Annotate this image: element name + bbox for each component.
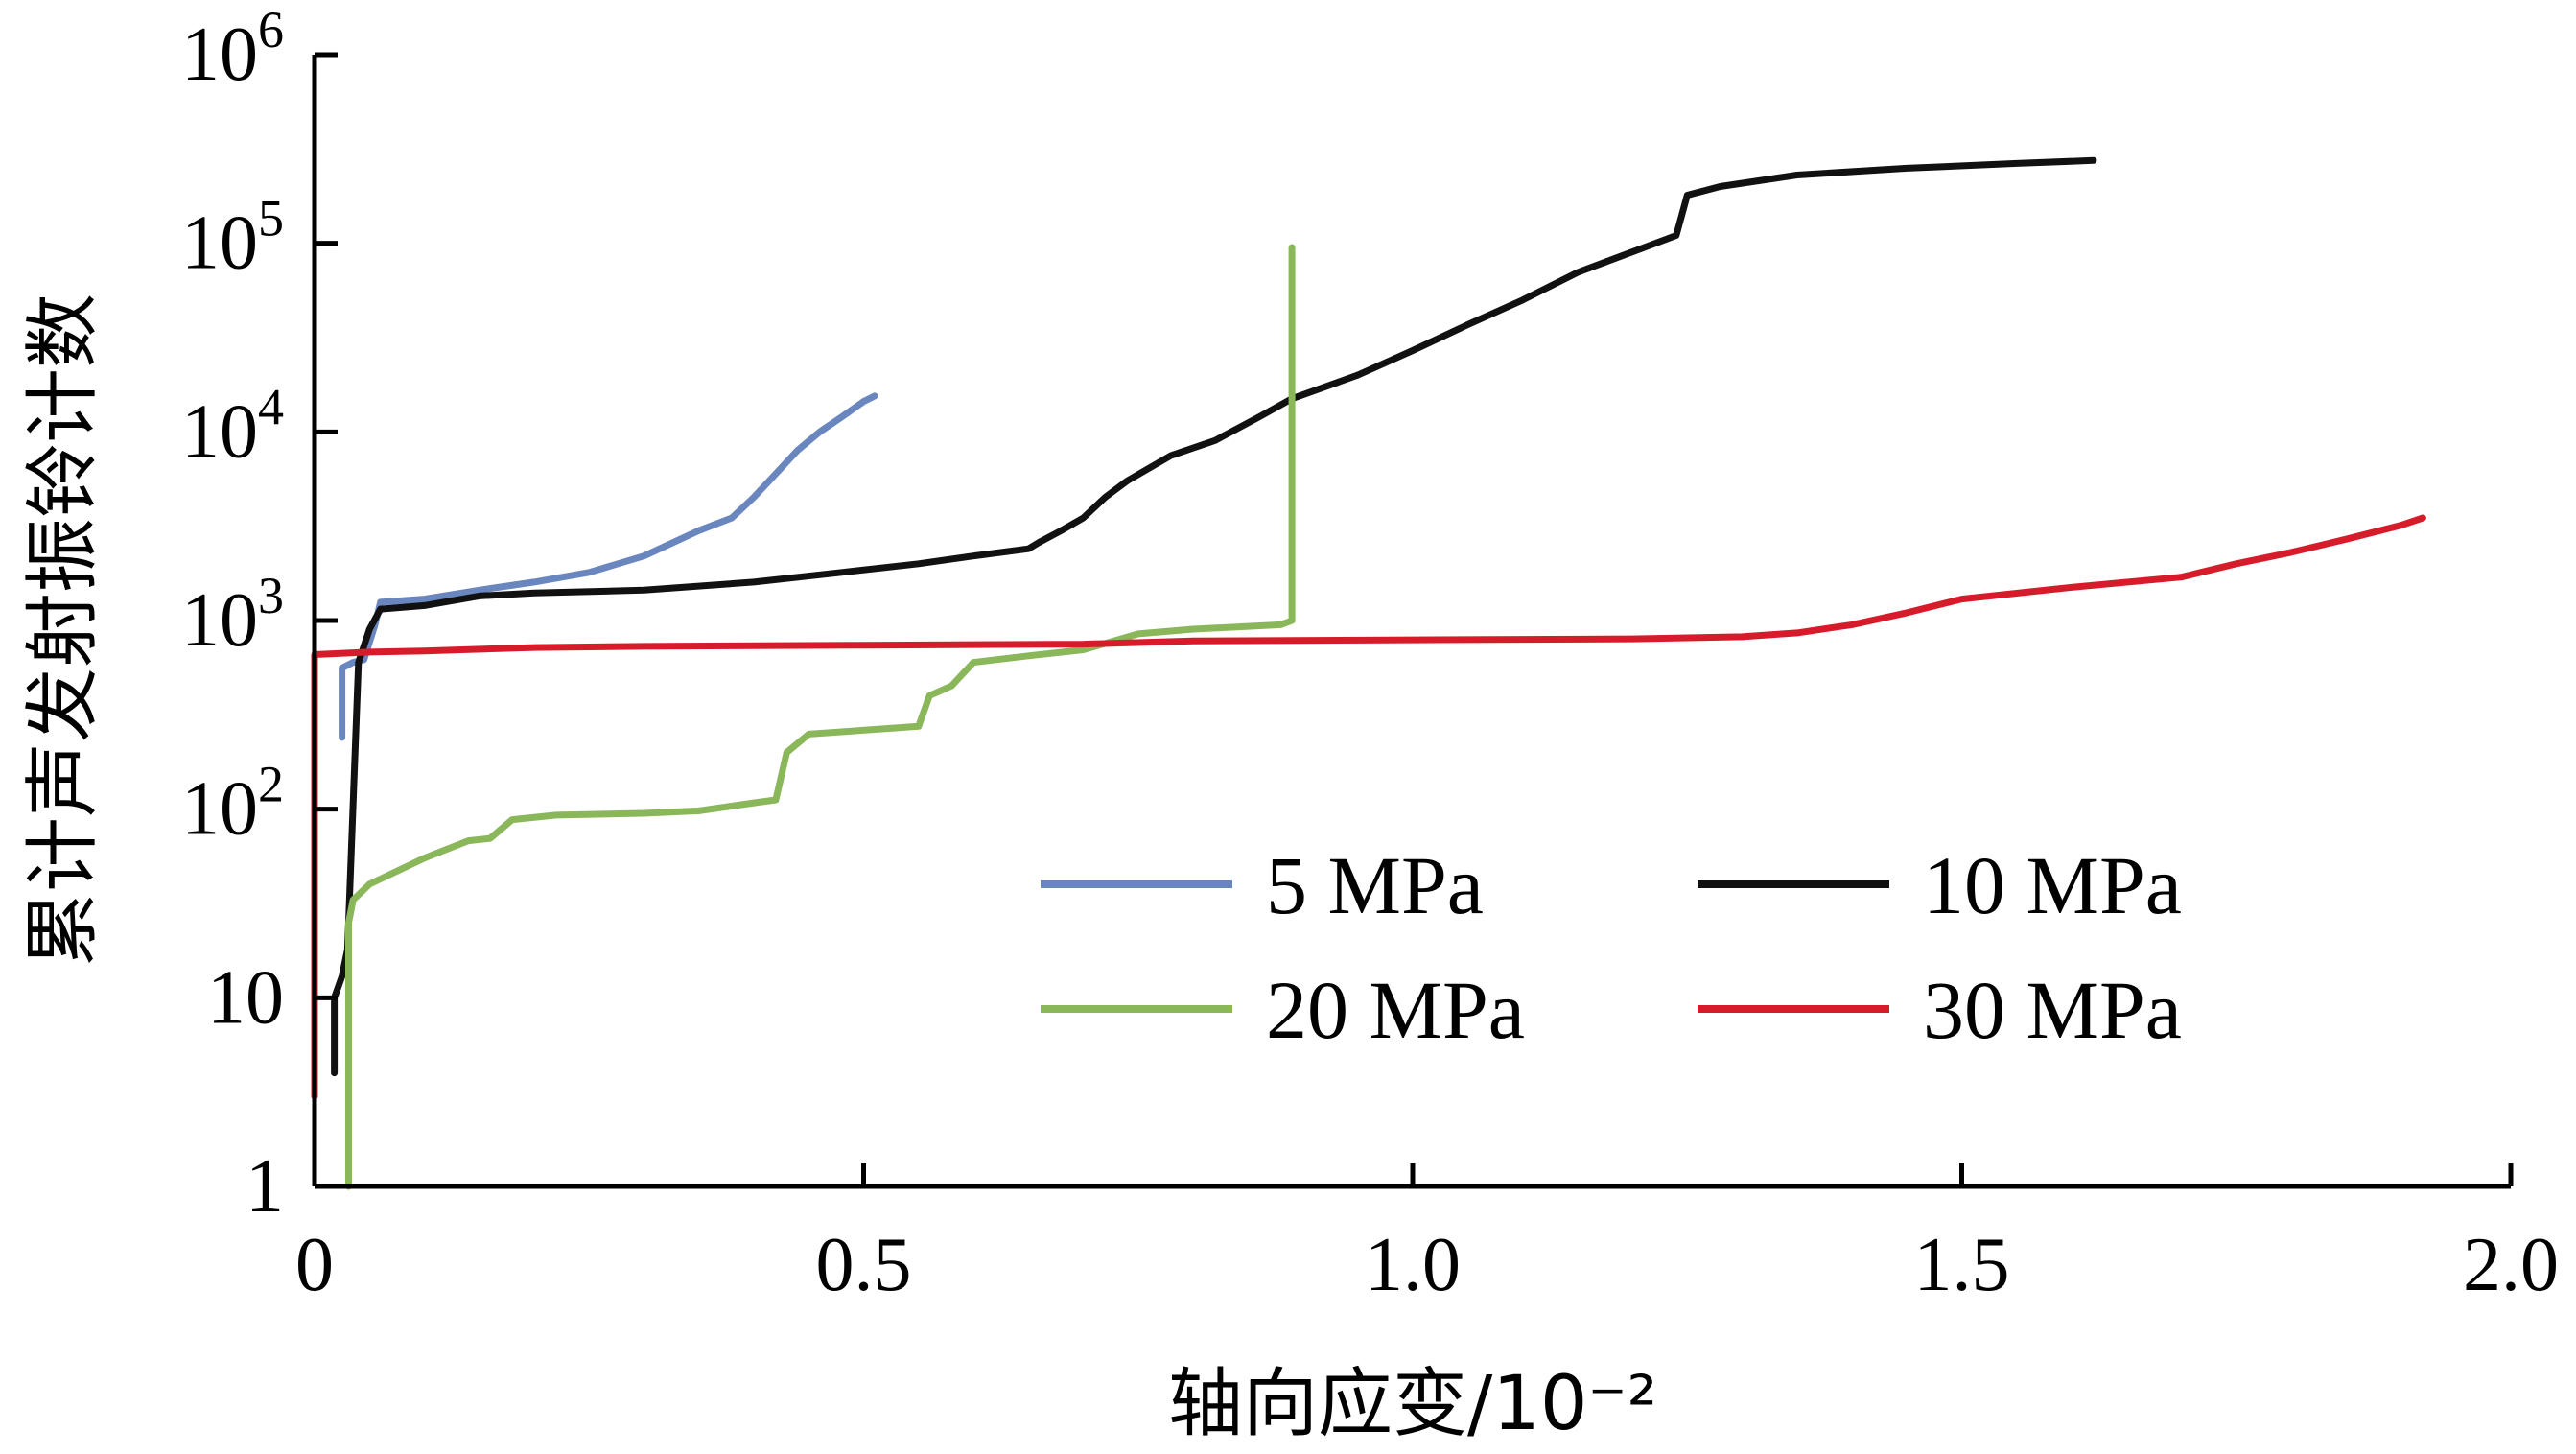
legend-label-3: 30 MPa — [1923, 964, 2182, 1056]
legend-label-1: 10 MPa — [1923, 839, 2182, 931]
y-tick-label: 1 — [246, 1144, 284, 1229]
y-tick-label: 103 — [181, 567, 284, 663]
y-tick-label: 102 — [181, 756, 284, 852]
x-ticks: 0 0.5 1.0 1.5 2.0 — [295, 1163, 2559, 1307]
x-tick-label: 0.5 — [816, 1223, 912, 1307]
y-tick-label: 104 — [181, 378, 284, 474]
y-tick-label: 10 — [207, 955, 284, 1040]
legend-label-0: 5 MPa — [1266, 839, 1484, 931]
x-axis-label: 轴向应变/10⁻² — [1168, 1361, 1657, 1447]
series-line-0 — [339, 392, 878, 741]
series-line-3 — [311, 514, 2426, 1100]
legend: 5 MPa 10 MPa 20 MPa 30 MPa — [1041, 839, 2182, 1056]
series-line-1 — [331, 156, 2097, 1077]
y-axis-label: 累计声发射振铃计数 — [20, 293, 106, 967]
x-tick-label: 2.0 — [2463, 1223, 2559, 1307]
y-tick-label: 106 — [181, 1, 284, 97]
axes: 0 0.5 1.0 1.5 2.0 1 10 102 103 104 105 106 — [181, 1, 2559, 1307]
series-line-2 — [345, 244, 1296, 1190]
x-tick-label: 1.5 — [1914, 1223, 2010, 1307]
legend-label-2: 20 MPa — [1266, 964, 1525, 1056]
y-tick-label: 105 — [181, 190, 284, 286]
x-tick-label: 0 — [295, 1223, 334, 1307]
x-tick-label: 1.0 — [1365, 1223, 1461, 1307]
y-ticks: 1 10 102 103 104 105 106 — [181, 1, 338, 1229]
series-layer — [311, 156, 2426, 1190]
